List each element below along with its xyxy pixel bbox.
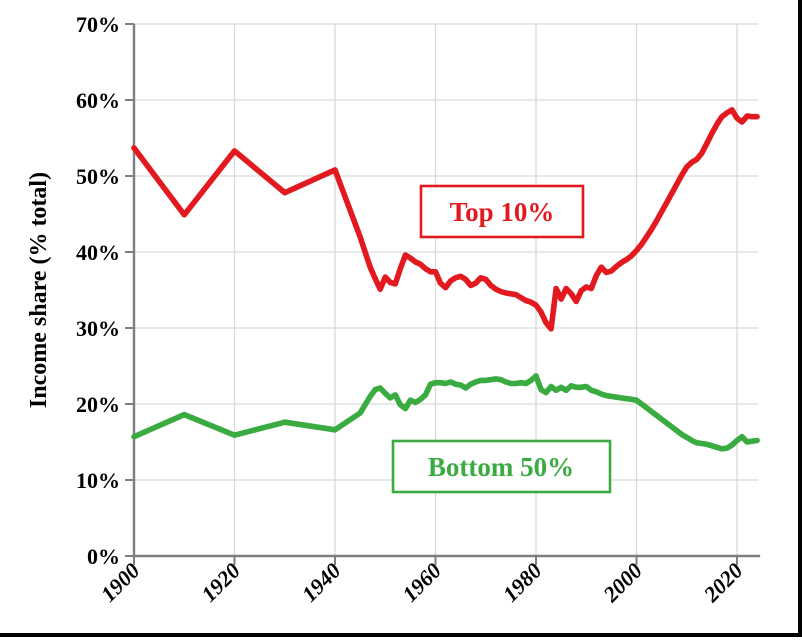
y-tick-label-70%: 70% [76, 12, 120, 37]
bottom-50-series-label: Bottom 50% [391, 439, 612, 494]
y-tick-label-10%: 10% [76, 468, 120, 493]
bottom-50--line [131, 373, 760, 452]
x-tick-label-1960: 1960 [397, 558, 446, 607]
top-10-label-border [419, 184, 585, 239]
y-tick-label-0%: 0% [87, 544, 120, 569]
y-tick-label-60%: 60% [76, 88, 120, 113]
x-axis-tick-labels: 1900 1920 1940 1960 1980 2000 2020 [96, 558, 748, 607]
right-border-edge [798, 0, 802, 637]
y-tick-label-40%: 40% [76, 240, 120, 265]
x-tick-label-1920: 1920 [196, 558, 245, 607]
top-10-series-label: Top 10% [419, 184, 585, 239]
top-10--line [131, 107, 760, 332]
x-tick-label-1980: 1980 [498, 558, 547, 607]
bottom-50-label-border [391, 439, 612, 494]
y-axis-tick-labels: 0% 10% 20% 30% 40% 50% 60% 70% [76, 12, 120, 569]
x-tick-label-2020: 2020 [698, 558, 747, 607]
x-tick-label-1940: 1940 [297, 558, 346, 607]
bottom-50-label-text: Bottom 50% [428, 452, 574, 482]
series-lines [131, 107, 760, 452]
top-10-label-text: Top 10% [450, 197, 555, 227]
y-tick-label-20%: 20% [76, 392, 120, 417]
bottom-border-edge [0, 633, 802, 637]
axes [125, 23, 761, 565]
y-tick-label-30%: 30% [76, 316, 120, 341]
y-tick-label-50%: 50% [76, 164, 120, 189]
x-tick-label-2000: 2000 [598, 558, 647, 607]
y-axis-title: Income share (% total) [26, 172, 52, 408]
